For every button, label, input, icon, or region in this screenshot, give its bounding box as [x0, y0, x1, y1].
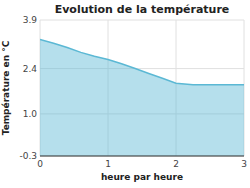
line [40, 39, 244, 84]
x-axis-line [40, 156, 244, 157]
y-tick-label: 3.9 [23, 15, 38, 25]
x-tick-label: 1 [105, 159, 111, 169]
title: Evolution de la température [55, 3, 230, 16]
y-tick-label: -0.3 [19, 151, 37, 161]
y-tick-label: 2.4 [23, 64, 38, 74]
y-axis-label: Température en °C [1, 40, 11, 135]
grid [40, 20, 244, 156]
plot-area [40, 39, 244, 156]
x-axis-label: heure par heure [101, 172, 183, 182]
y-tick-label: 1.0 [23, 109, 38, 119]
y-grid-line [40, 156, 244, 157]
x-tick-label: 3 [241, 159, 247, 169]
area [40, 39, 244, 156]
y-grid-line [40, 20, 244, 21]
x-tick-label: 0 [37, 159, 43, 169]
chart: 0 1 2 3 -0.3 1.0 2.4 3.9 Evolution de la tempéra… [0, 0, 250, 188]
x-tick-label: 2 [173, 159, 179, 169]
